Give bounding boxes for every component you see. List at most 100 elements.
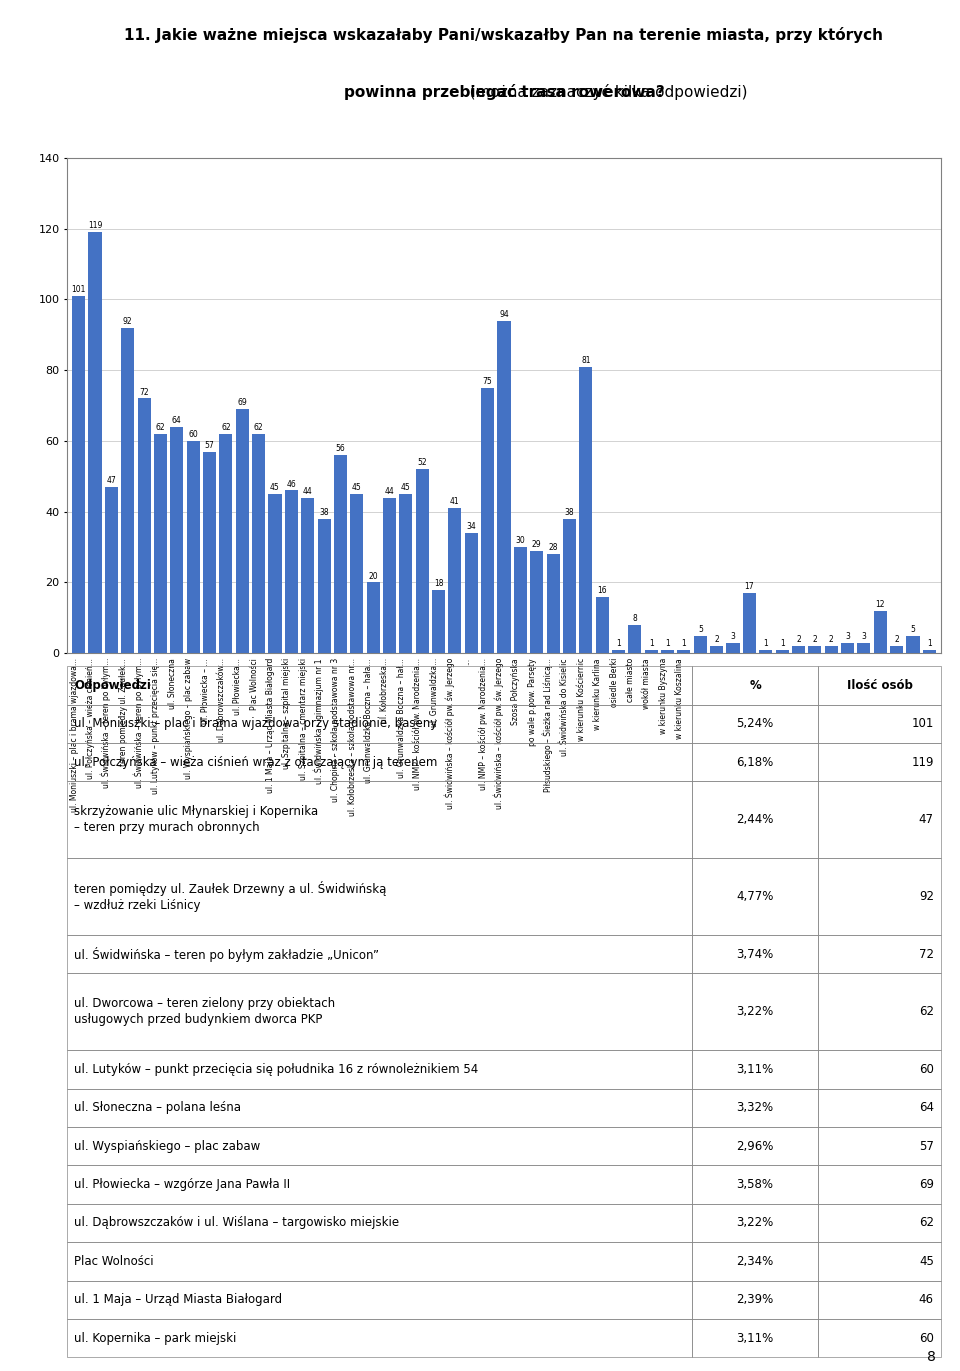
Bar xyxy=(825,646,838,653)
Text: 45: 45 xyxy=(401,483,411,492)
Bar xyxy=(67,1165,692,1204)
Text: 2,44%: 2,44% xyxy=(736,813,774,827)
Bar xyxy=(105,487,118,653)
Text: ul. Dąbrowszczaków i ul. Wiślana – targowisko miejskie: ul. Dąbrowszczaków i ul. Wiślana – targo… xyxy=(74,1216,399,1230)
Text: powinna przebiegać trasa rowerowa?: powinna przebiegać trasa rowerowa? xyxy=(344,84,664,100)
Bar xyxy=(432,590,445,653)
Text: 28: 28 xyxy=(548,543,558,553)
Bar xyxy=(819,743,941,781)
Bar xyxy=(819,1281,941,1319)
Text: 101: 101 xyxy=(71,285,85,293)
Text: 62: 62 xyxy=(919,1216,934,1230)
Bar xyxy=(819,858,941,935)
Bar xyxy=(67,705,692,743)
Bar xyxy=(819,705,941,743)
Text: 46: 46 xyxy=(286,480,297,488)
Bar xyxy=(236,409,249,653)
Bar xyxy=(546,554,560,653)
Text: Odpowiedzi: Odpowiedzi xyxy=(74,679,151,692)
Text: 2: 2 xyxy=(714,635,719,644)
Bar xyxy=(819,1204,941,1242)
Bar xyxy=(819,666,941,705)
Bar xyxy=(465,533,478,653)
Text: ul. Lutyków – punkt przecięcia się południka 16 z równoleżnikiem 54: ul. Lutyków – punkt przecięcia się połud… xyxy=(74,1063,478,1076)
Text: 69: 69 xyxy=(237,399,247,407)
Text: 62: 62 xyxy=(919,1005,934,1019)
Text: 3,22%: 3,22% xyxy=(736,1005,774,1019)
Bar xyxy=(692,973,819,1050)
Bar xyxy=(67,1281,692,1319)
Bar xyxy=(692,743,819,781)
Bar xyxy=(530,551,543,653)
Text: 62: 62 xyxy=(156,424,165,432)
Bar xyxy=(67,858,692,935)
Bar xyxy=(819,1127,941,1165)
Text: 92: 92 xyxy=(123,317,132,326)
Text: 5: 5 xyxy=(698,625,703,633)
Text: 5,24%: 5,24% xyxy=(736,717,774,731)
Bar xyxy=(67,743,692,781)
Text: 64: 64 xyxy=(919,1101,934,1115)
Text: ul. Połczyńska – wieża ciśnień wraz z otaczającym ją terenem: ul. Połczyńska – wieża ciśnień wraz z ot… xyxy=(74,755,438,769)
Text: 69: 69 xyxy=(919,1178,934,1191)
Bar xyxy=(497,321,511,653)
Text: 47: 47 xyxy=(919,813,934,827)
Bar xyxy=(67,1242,692,1281)
Text: 1: 1 xyxy=(780,639,784,648)
Bar xyxy=(692,1165,819,1204)
Bar xyxy=(692,1204,819,1242)
Text: 3: 3 xyxy=(845,632,850,640)
Text: Plac Wolności: Plac Wolności xyxy=(74,1254,154,1268)
Bar xyxy=(776,650,789,653)
Bar xyxy=(808,646,822,653)
Bar xyxy=(727,643,739,653)
Bar xyxy=(399,494,413,653)
Bar xyxy=(318,518,330,653)
Text: 92: 92 xyxy=(919,890,934,903)
Bar xyxy=(923,650,936,653)
Bar xyxy=(285,491,298,653)
Bar xyxy=(710,646,723,653)
Text: 6,18%: 6,18% xyxy=(736,755,774,769)
Bar xyxy=(874,610,887,653)
Text: 3: 3 xyxy=(861,632,866,640)
Text: 72: 72 xyxy=(139,388,149,396)
Bar xyxy=(67,1127,692,1165)
Bar xyxy=(692,858,819,935)
Text: 2: 2 xyxy=(796,635,801,644)
Bar xyxy=(819,1089,941,1127)
Bar xyxy=(819,1242,941,1281)
Text: ul. Płowiecka – wzgórze Jana Pawła II: ul. Płowiecka – wzgórze Jana Pawła II xyxy=(74,1178,290,1191)
Text: 45: 45 xyxy=(352,483,362,492)
Text: 52: 52 xyxy=(418,458,427,468)
Text: 62: 62 xyxy=(253,424,263,432)
Bar xyxy=(154,433,167,653)
Bar xyxy=(645,650,658,653)
Bar xyxy=(88,232,102,653)
Text: ul. Wyspiańskiego – plac zabaw: ul. Wyspiańskiego – plac zabaw xyxy=(74,1139,260,1153)
Bar xyxy=(694,636,707,653)
Text: 29: 29 xyxy=(532,540,541,548)
Bar xyxy=(514,547,527,653)
Text: 60: 60 xyxy=(919,1063,934,1076)
Text: 3,22%: 3,22% xyxy=(736,1216,774,1230)
Text: 1: 1 xyxy=(927,639,932,648)
Text: 3,11%: 3,11% xyxy=(736,1331,774,1345)
Text: 56: 56 xyxy=(336,444,346,454)
Bar xyxy=(595,596,609,653)
Text: 2,34%: 2,34% xyxy=(736,1254,774,1268)
Text: 101: 101 xyxy=(911,717,934,731)
Bar xyxy=(692,1319,819,1357)
Bar xyxy=(67,1319,692,1357)
Text: 4,77%: 4,77% xyxy=(736,890,774,903)
Bar xyxy=(219,433,232,653)
Text: 60: 60 xyxy=(919,1331,934,1345)
Bar xyxy=(819,1319,941,1357)
Text: 20: 20 xyxy=(369,572,378,581)
Text: ul. Świdwińska – teren po byłym zakładzie „Unicon”: ul. Świdwińska – teren po byłym zakładzi… xyxy=(74,947,379,961)
Bar xyxy=(350,494,363,653)
Bar xyxy=(481,388,494,653)
Text: ul. Dworcowa – teren zielony przy obiektach
usługowych przed budynkiem dworca PK: ul. Dworcowa – teren zielony przy obiekt… xyxy=(74,997,335,1027)
Bar xyxy=(692,705,819,743)
Bar xyxy=(819,973,941,1050)
